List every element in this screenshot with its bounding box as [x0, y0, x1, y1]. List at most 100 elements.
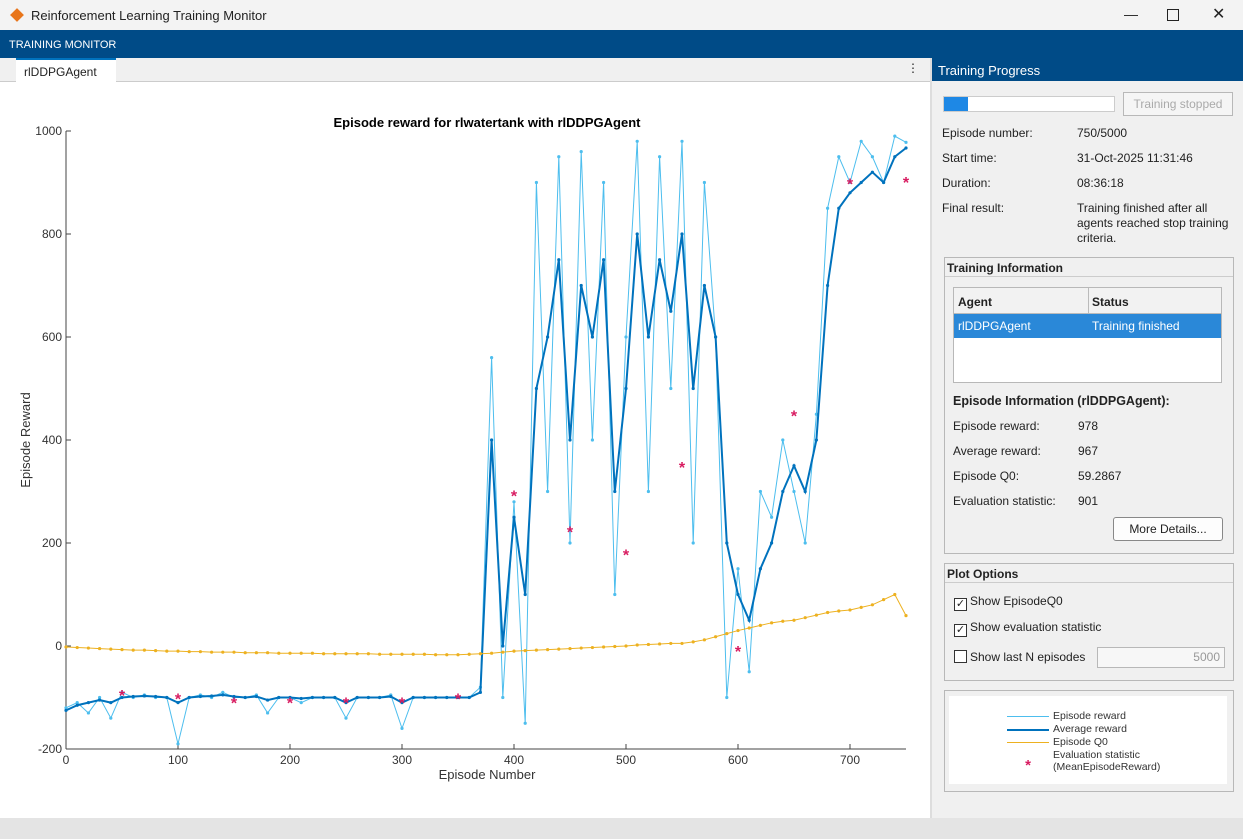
- series-dot: [870, 155, 875, 159]
- series-dot: [826, 610, 830, 615]
- checkbox[interactable]: Show last N episodes: [954, 650, 1085, 664]
- series-dot: [624, 335, 628, 339]
- series-dot: [389, 652, 393, 656]
- close[interactable]: ✕: [1212, 6, 1226, 23]
- series-dot: [232, 694, 236, 699]
- series-dot: [378, 652, 382, 656]
- legend-label: Evaluation statistic (MeanEpisodeReward): [1053, 749, 1161, 773]
- series-dot: [411, 695, 415, 700]
- series-dot: [501, 650, 505, 654]
- series-dot: [770, 515, 774, 519]
- group-title: Plot Options: [947, 567, 1019, 581]
- info-label: Final result:: [942, 201, 1005, 215]
- window-title: Reinforcement Learning Training Monitor: [31, 8, 267, 23]
- series-dot: [187, 695, 191, 700]
- info-label: Episode number:: [942, 126, 1033, 140]
- series-dot: [624, 386, 628, 391]
- series-dot: [602, 645, 606, 649]
- progress-fill: [944, 97, 968, 111]
- checkbox[interactable]: ✓ Show EpisodeQ0: [954, 594, 1063, 611]
- series-dot: [714, 335, 718, 339]
- series-dot: [75, 701, 79, 705]
- series-dot: [579, 646, 583, 650]
- y-axis-label: Episode Reward: [18, 392, 33, 487]
- legend: Episode reward Average reward Episode Q0 * E…: [949, 696, 1227, 784]
- n-episodes-input[interactable]: 5000: [1097, 647, 1225, 668]
- eval-marker: *: [567, 525, 574, 542]
- series-dot: [322, 695, 326, 700]
- series-dot: [680, 139, 684, 143]
- checkbox-box[interactable]: ✓: [954, 598, 967, 611]
- series-line: [65, 593, 907, 656]
- tab-menu[interactable]: ⋮: [907, 61, 919, 75]
- column-header: Status: [1092, 295, 1129, 309]
- episode-info-value: 978: [1078, 419, 1099, 433]
- tab[interactable]: rlDDPGAgent: [16, 58, 116, 82]
- series-dot: [848, 191, 852, 195]
- series-dot: [590, 645, 595, 650]
- series-dot: [366, 652, 370, 656]
- more-details-button[interactable]: More Details...: [1113, 517, 1223, 541]
- series-dot: [669, 386, 673, 391]
- series-dot: [725, 695, 729, 700]
- selected-row[interactable]: [954, 314, 1221, 338]
- series-dot: [725, 632, 729, 636]
- minimize[interactable]: —: [1124, 6, 1138, 22]
- episode-info-value: 967: [1078, 444, 1099, 458]
- checkbox-box[interactable]: ✓: [954, 624, 967, 637]
- maximize[interactable]: [1167, 9, 1179, 21]
- series-dot: [579, 283, 583, 288]
- series-dot: [98, 698, 102, 702]
- series-dot: [658, 258, 662, 262]
- series-dot: [310, 695, 314, 700]
- series-dot: [669, 309, 673, 313]
- divider: [945, 276, 1233, 277]
- series-dot: [512, 500, 516, 504]
- series-dot: [613, 489, 617, 494]
- legend-label: Episode Q0: [1053, 736, 1108, 748]
- series-dot: [400, 701, 404, 705]
- eval-marker: *: [343, 696, 350, 713]
- agent-table: Agent Status rlDDPGAgent Training finish…: [953, 287, 1222, 383]
- training-information: Training Information Agent Status rlDDPG…: [944, 257, 1234, 554]
- series-dot: [792, 618, 796, 622]
- info-value: 31-Oct-2025 11:31:46: [1077, 151, 1193, 165]
- series-dot: [98, 695, 102, 700]
- series-dot: [534, 648, 539, 652]
- x-tick-label: 200: [280, 753, 300, 767]
- series-dot: [120, 648, 124, 652]
- series-dot: [490, 356, 494, 360]
- series-dot: [669, 641, 673, 646]
- series-dot: [691, 541, 695, 545]
- plot-area: [66, 131, 906, 749]
- series-dot: [198, 650, 202, 654]
- series-dot: [86, 701, 90, 705]
- series-dot: [602, 258, 606, 262]
- series-dot: [646, 489, 651, 494]
- eval-marker: *: [735, 644, 742, 661]
- series-dot: [680, 232, 684, 236]
- y-tick-label: 400: [42, 433, 62, 447]
- stop-button[interactable]: Training stopped: [1123, 92, 1233, 116]
- series-dot: [176, 701, 180, 705]
- series-dot: [702, 180, 707, 185]
- series-dot: [221, 693, 225, 697]
- series-dot: [75, 645, 79, 650]
- x-tick-label: 600: [728, 753, 748, 767]
- series-dot: [333, 695, 337, 700]
- series-dot: [893, 134, 897, 138]
- series-dot: [478, 690, 482, 694]
- series-dot: [86, 646, 90, 650]
- chart-title: Episode reward for rlwatertank with rlDD…: [334, 115, 642, 130]
- series-dot: [422, 652, 426, 656]
- checkbox[interactable]: ✓ Show evaluation statistic: [954, 620, 1101, 637]
- checkbox-box[interactable]: [954, 650, 967, 663]
- series-dot: [702, 638, 707, 642]
- series-dot: [893, 155, 897, 159]
- series-dot: [770, 621, 774, 625]
- series-dot: [400, 652, 404, 656]
- series-dot: [422, 695, 426, 700]
- series-dot: [98, 646, 102, 651]
- series-dot: [344, 716, 348, 720]
- series-dot: [635, 139, 639, 143]
